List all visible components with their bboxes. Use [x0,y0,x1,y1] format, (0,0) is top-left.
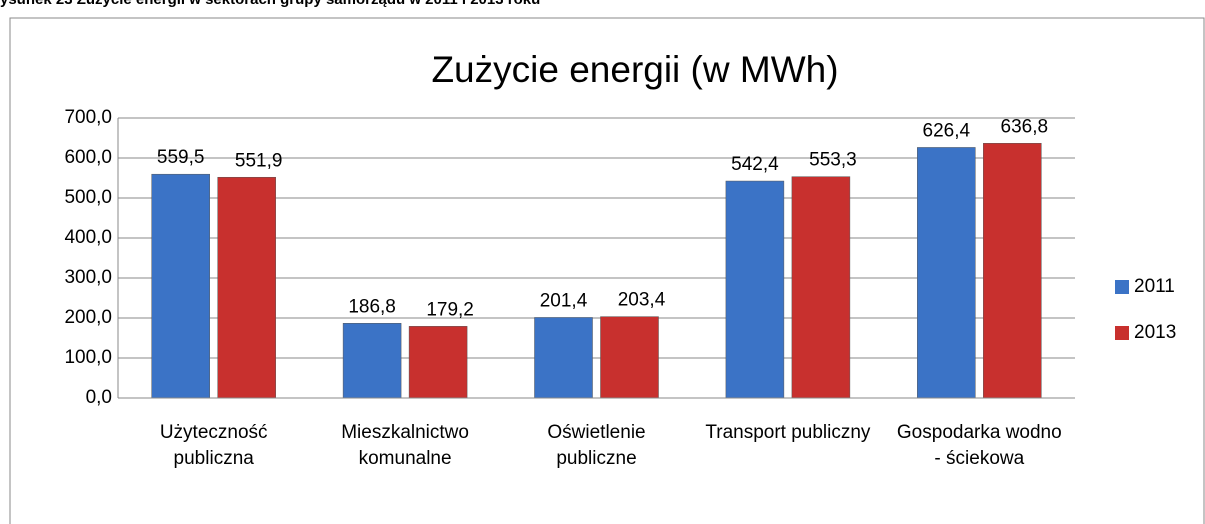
x-tick-label: Użyteczność publiczna [159,422,268,469]
y-tick-label: 600,0 [64,147,112,168]
y-tick-label: 100,0 [64,347,112,368]
data-label: 186,8 [348,296,396,317]
y-tick-label: 700,0 [64,107,112,128]
x-tick-label: Mieszkalnictwo komunalne [341,422,469,469]
data-label: 551,9 [235,150,283,171]
bar [534,317,593,399]
data-label: 542,4 [731,154,779,175]
y-tick-label: 300,0 [64,267,112,288]
y-tick-label: 200,0 [64,307,112,328]
legend-label: 2013 [1134,322,1176,343]
data-label: 203,4 [618,290,666,311]
data-label: 179,2 [426,299,474,320]
bar [725,180,785,399]
bar [983,143,1042,399]
bar [791,176,851,399]
data-label: 636,8 [1001,116,1049,137]
data-label: 626,4 [923,120,971,141]
y-tick-label: 500,0 [64,187,112,208]
x-tick-label: Oświetlenie publiczne [547,422,646,469]
chart-title: Zużycie energii (w MWh) [431,49,838,90]
legend-swatch [1115,326,1129,340]
data-label: 559,5 [157,147,205,168]
bar [217,176,276,399]
bar [342,323,402,399]
x-tick-label: Gospodarka wodno - ściekowa [896,422,1062,469]
y-tick-label: 0,0 [86,387,112,408]
legend-swatch [1115,280,1129,294]
bar [151,173,210,399]
data-label: 201,4 [540,290,588,311]
data-label: 553,3 [809,150,857,171]
x-tick-label: Transport publiczny [705,422,871,443]
legend-label: 2011 [1134,276,1175,297]
bar [600,316,659,399]
y-tick-label: 400,0 [64,227,112,248]
bar [917,147,976,399]
caption: ysunek 23 Zużycie energii w sektorach gr… [0,0,540,8]
bar [408,326,468,399]
